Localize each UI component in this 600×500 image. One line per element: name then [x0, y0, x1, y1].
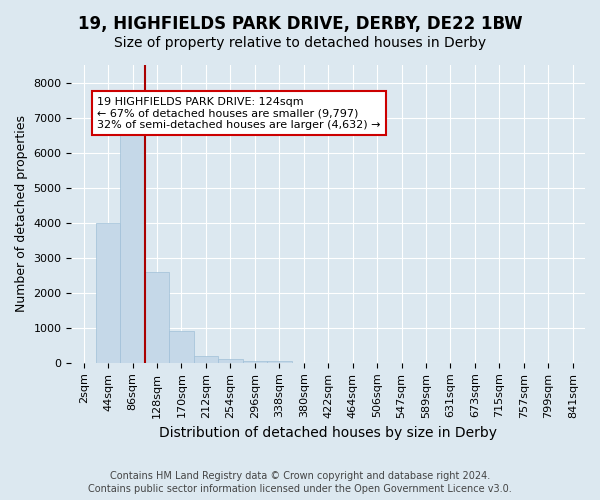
- Text: 19, HIGHFIELDS PARK DRIVE, DERBY, DE22 1BW: 19, HIGHFIELDS PARK DRIVE, DERBY, DE22 1…: [77, 15, 523, 33]
- Bar: [121, 135, 145, 363]
- Text: Size of property relative to detached houses in Derby: Size of property relative to detached ho…: [114, 36, 486, 50]
- Bar: [267, 361, 292, 363]
- Bar: [145, 272, 169, 363]
- Text: Contains HM Land Registry data © Crown copyright and database right 2024.: Contains HM Land Registry data © Crown c…: [110, 471, 490, 481]
- Text: 19 HIGHFIELDS PARK DRIVE: 124sqm
← 67% of detached houses are smaller (9,797)
32: 19 HIGHFIELDS PARK DRIVE: 124sqm ← 67% o…: [97, 96, 380, 130]
- Bar: [194, 356, 218, 363]
- Text: Contains public sector information licensed under the Open Government Licence v3: Contains public sector information licen…: [88, 484, 512, 494]
- X-axis label: Distribution of detached houses by size in Derby: Distribution of detached houses by size …: [159, 426, 497, 440]
- Bar: [96, 222, 121, 363]
- Bar: [218, 360, 242, 363]
- Bar: [242, 361, 267, 363]
- Bar: [169, 332, 194, 363]
- Y-axis label: Number of detached properties: Number of detached properties: [15, 116, 28, 312]
